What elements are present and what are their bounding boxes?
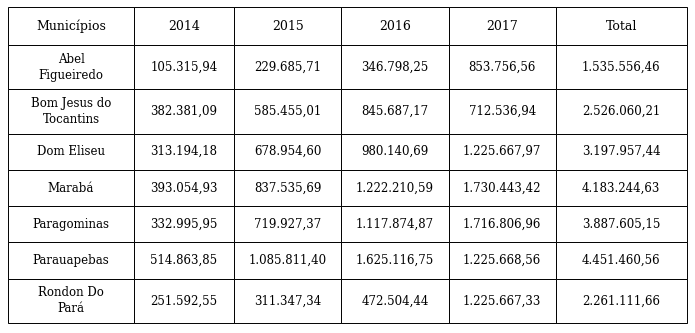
Text: 393.054,93: 393.054,93 [150, 181, 218, 194]
Text: 1.117.874,87: 1.117.874,87 [356, 218, 434, 231]
Bar [134, 134, 234, 170]
Bar [448, 45, 556, 89]
Bar [448, 206, 556, 242]
Text: 1.085.811,40: 1.085.811,40 [249, 254, 327, 267]
Bar [134, 242, 234, 279]
Text: Abel
Figueiredo: Abel Figueiredo [39, 53, 104, 82]
Text: 1.225.667,33: 1.225.667,33 [463, 294, 541, 307]
Bar [8, 89, 134, 134]
Bar [556, 170, 687, 206]
Bar [234, 134, 341, 170]
Text: 332.995,95: 332.995,95 [150, 218, 218, 231]
Text: 1.730.443,42: 1.730.443,42 [463, 181, 541, 194]
Text: 1.222.210,59: 1.222.210,59 [356, 181, 434, 194]
Bar [134, 206, 234, 242]
Text: Bom Jesus do
Tocantins: Bom Jesus do Tocantins [31, 97, 111, 126]
Text: 311.347,34: 311.347,34 [254, 294, 321, 307]
Bar [448, 170, 556, 206]
Bar [134, 279, 234, 323]
Text: 4.183.244,63: 4.183.244,63 [582, 181, 660, 194]
Bar [341, 134, 448, 170]
Bar [234, 89, 341, 134]
Text: 712.536,94: 712.536,94 [468, 105, 536, 118]
Text: 229.685,71: 229.685,71 [254, 61, 321, 74]
Bar [556, 242, 687, 279]
Text: Dom Eliseu: Dom Eliseu [37, 145, 105, 158]
Bar [8, 7, 134, 45]
Text: Paragominas: Paragominas [33, 218, 110, 231]
Text: 382.381,09: 382.381,09 [151, 105, 218, 118]
Bar [8, 242, 134, 279]
Text: 837.535,69: 837.535,69 [254, 181, 322, 194]
Bar [234, 206, 341, 242]
Text: 845.687,17: 845.687,17 [361, 105, 429, 118]
Bar [556, 45, 687, 89]
Bar [134, 89, 234, 134]
Bar [234, 45, 341, 89]
Text: 472.504,44: 472.504,44 [361, 294, 429, 307]
Bar [341, 7, 448, 45]
Text: 678.954,60: 678.954,60 [254, 145, 322, 158]
Bar [341, 206, 448, 242]
Bar [134, 45, 234, 89]
Bar [8, 279, 134, 323]
Bar [8, 206, 134, 242]
Bar [234, 7, 341, 45]
Text: 2014: 2014 [168, 20, 200, 33]
Bar [448, 89, 556, 134]
Text: 1.625.116,75: 1.625.116,75 [356, 254, 434, 267]
Bar [234, 170, 341, 206]
Text: 1.716.806,96: 1.716.806,96 [463, 218, 541, 231]
Bar [134, 170, 234, 206]
Text: 3.887.605,15: 3.887.605,15 [582, 218, 660, 231]
Text: 346.798,25: 346.798,25 [361, 61, 429, 74]
Text: Parauapebas: Parauapebas [33, 254, 109, 267]
Text: 2015: 2015 [272, 20, 304, 33]
Bar [234, 279, 341, 323]
Text: 105.315,94: 105.315,94 [150, 61, 218, 74]
Bar [556, 89, 687, 134]
Text: 1.535.556,46: 1.535.556,46 [582, 61, 660, 74]
Text: 2.261.111,66: 2.261.111,66 [582, 294, 660, 307]
Bar [341, 279, 448, 323]
Text: 4.451.460,56: 4.451.460,56 [582, 254, 660, 267]
Bar [556, 279, 687, 323]
Bar [341, 242, 448, 279]
Text: 1.225.668,56: 1.225.668,56 [463, 254, 541, 267]
Bar [8, 170, 134, 206]
Text: 719.927,37: 719.927,37 [254, 218, 321, 231]
Text: 251.592,55: 251.592,55 [150, 294, 218, 307]
Bar [341, 89, 448, 134]
Text: 980.140,69: 980.140,69 [361, 145, 429, 158]
Bar [234, 242, 341, 279]
Text: 313.194,18: 313.194,18 [151, 145, 218, 158]
Text: Municípios: Municípios [36, 19, 106, 33]
Bar [341, 170, 448, 206]
Bar [8, 45, 134, 89]
Bar [556, 206, 687, 242]
Bar [341, 45, 448, 89]
Text: Marabá: Marabá [48, 181, 95, 194]
Bar [8, 134, 134, 170]
Bar [556, 7, 687, 45]
Text: 2.526.060,21: 2.526.060,21 [582, 105, 660, 118]
Bar [448, 134, 556, 170]
Bar [448, 279, 556, 323]
Text: Total: Total [605, 20, 637, 33]
Text: 3.197.957,44: 3.197.957,44 [582, 145, 660, 158]
Bar [556, 134, 687, 170]
Bar [448, 242, 556, 279]
Bar [134, 7, 234, 45]
Text: 2016: 2016 [379, 20, 411, 33]
Text: 1.225.667,97: 1.225.667,97 [463, 145, 541, 158]
Text: 514.863,85: 514.863,85 [150, 254, 218, 267]
Text: 585.455,01: 585.455,01 [254, 105, 321, 118]
Text: 2017: 2017 [486, 20, 518, 33]
Text: Rondon Do
Pará: Rondon Do Pará [38, 286, 104, 315]
Text: 853.756,56: 853.756,56 [468, 61, 536, 74]
Bar [448, 7, 556, 45]
